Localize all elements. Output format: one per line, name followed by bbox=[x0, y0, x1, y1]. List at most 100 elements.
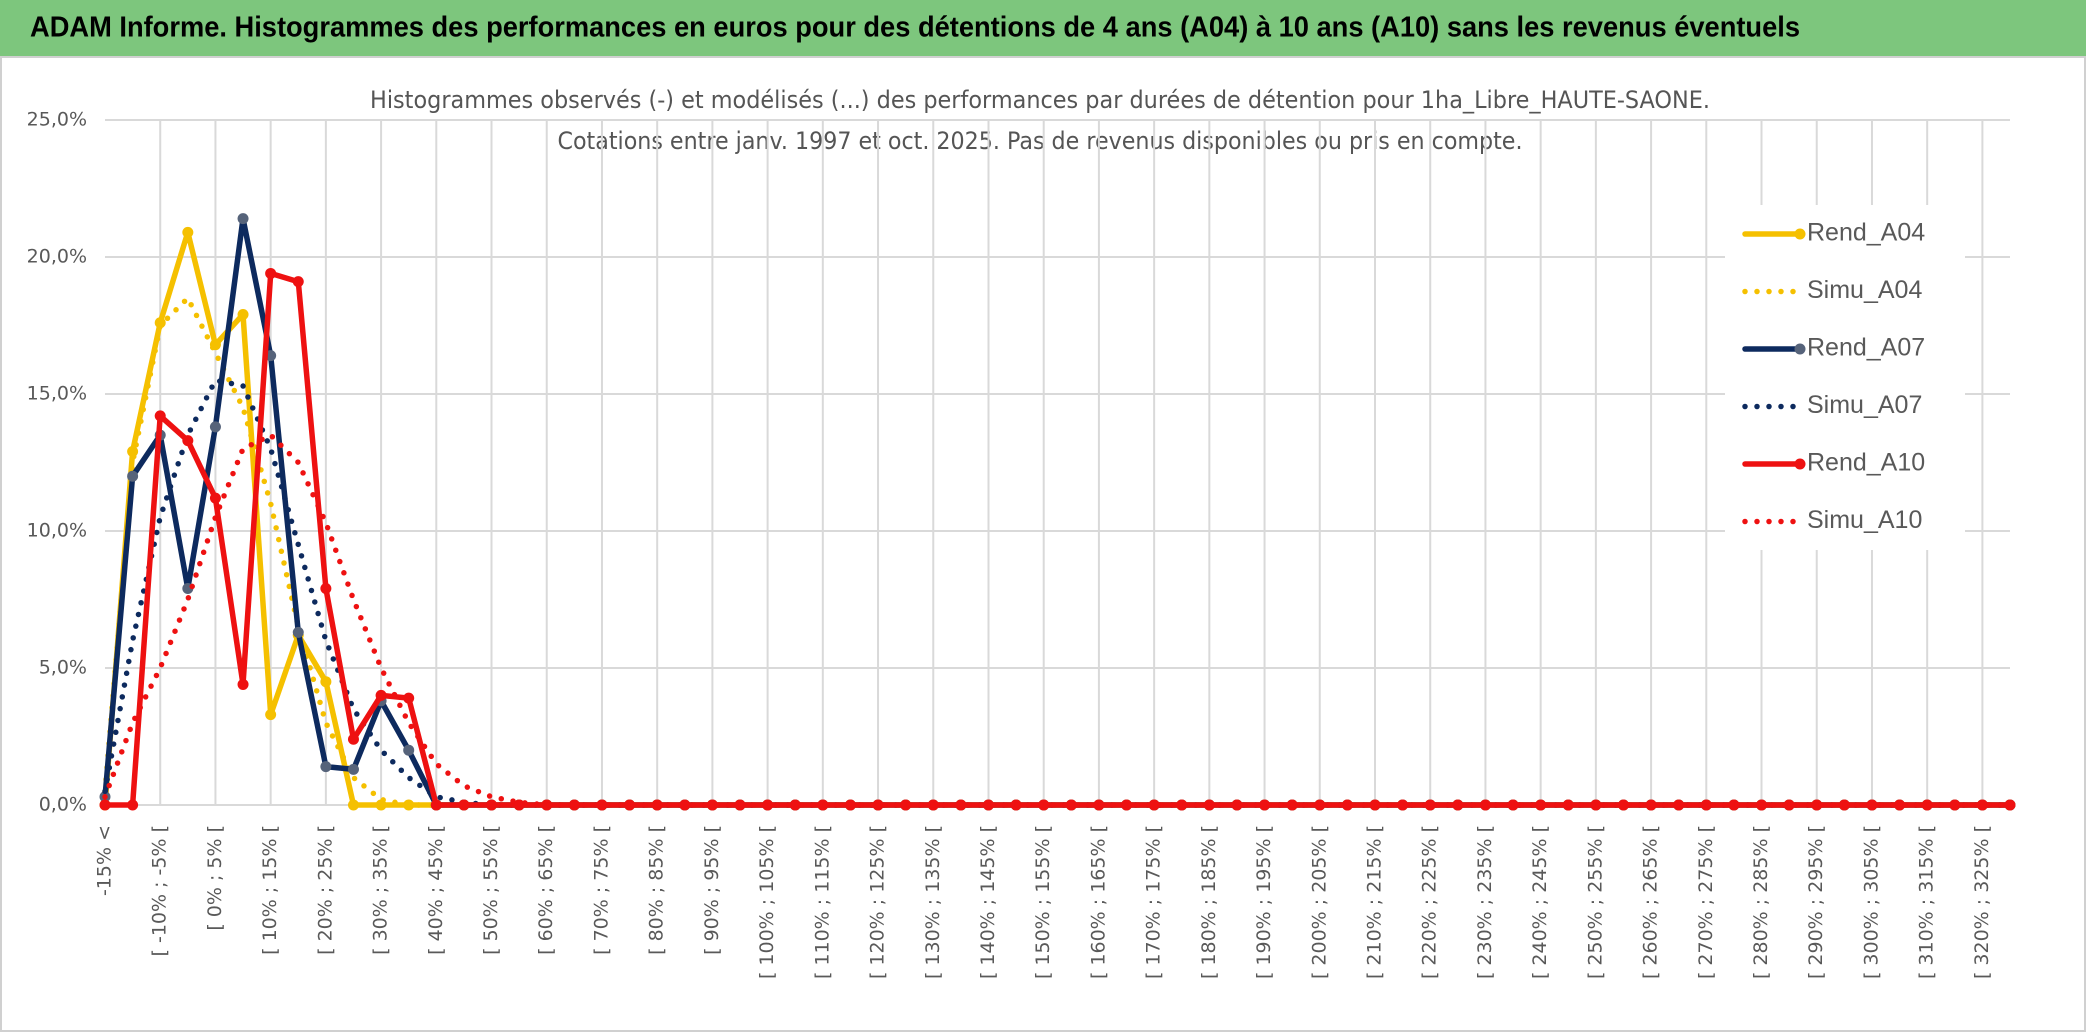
x-tick-label: [ 70% ; 75% [ bbox=[590, 825, 612, 955]
point bbox=[679, 799, 691, 811]
x-tick-label: [ 40% ; 45% [ bbox=[425, 825, 447, 955]
point bbox=[292, 276, 304, 288]
point bbox=[1976, 799, 1988, 811]
x-tick-label: [ 30% ; 35% [ bbox=[370, 825, 392, 955]
legend-marker bbox=[1794, 343, 1806, 355]
header-title: ADAM Informe. Histogrammes des performan… bbox=[30, 12, 1800, 44]
point bbox=[1700, 799, 1712, 811]
x-tick-label: -15% < bbox=[94, 825, 116, 896]
point bbox=[403, 692, 415, 704]
x-tick-label: [ 230% ; 235% [ bbox=[1474, 825, 1496, 979]
point bbox=[789, 799, 801, 811]
chart-subtitle: Cotations entre janv. 1997 et oct. 2025.… bbox=[558, 127, 1523, 155]
x-tick-label: [ 120% ; 125% [ bbox=[867, 825, 889, 979]
x-tick-label: [ 140% ; 145% [ bbox=[977, 825, 999, 979]
point bbox=[1148, 799, 1160, 811]
x-tick-label: [ 170% ; 175% [ bbox=[1143, 825, 1165, 979]
legend-label: Simu_A07 bbox=[1807, 391, 1922, 419]
point bbox=[955, 799, 967, 811]
point bbox=[458, 799, 470, 811]
point bbox=[706, 799, 718, 811]
point bbox=[1176, 799, 1188, 811]
point bbox=[596, 799, 608, 811]
y-tick-label: 0,0% bbox=[39, 794, 87, 816]
point bbox=[237, 213, 249, 225]
point bbox=[127, 799, 139, 811]
point bbox=[1783, 799, 1795, 811]
point bbox=[1617, 799, 1629, 811]
point bbox=[154, 410, 166, 422]
chart-frame bbox=[0, 56, 2086, 1032]
point bbox=[1894, 799, 1906, 811]
x-tick-label: [ 130% ; 135% [ bbox=[922, 825, 944, 979]
plot bbox=[99, 213, 2016, 811]
point bbox=[1259, 799, 1271, 811]
x-tick-label: [ 180% ; 185% [ bbox=[1198, 825, 1220, 979]
chart-title: Histogrammes observés (-) et modélisés (… bbox=[370, 86, 1710, 114]
point bbox=[900, 799, 912, 811]
y-tick-label: 25,0% bbox=[27, 109, 87, 131]
point bbox=[265, 267, 277, 279]
x-tick-label: [ 100% ; 105% [ bbox=[756, 825, 778, 979]
point bbox=[762, 799, 774, 811]
point bbox=[209, 421, 221, 433]
point bbox=[1452, 799, 1464, 811]
point bbox=[265, 709, 277, 721]
x-tick-label: [ 200% ; 205% [ bbox=[1308, 825, 1330, 979]
point bbox=[347, 763, 359, 775]
point bbox=[154, 317, 166, 329]
point bbox=[320, 676, 332, 688]
x-tick-label: [ 160% ; 165% [ bbox=[1087, 825, 1109, 979]
point bbox=[127, 446, 139, 458]
legend-marker bbox=[1794, 458, 1806, 470]
x-tick-label: [ 290% ; 295% [ bbox=[1805, 825, 1827, 979]
point bbox=[872, 799, 884, 811]
point bbox=[1728, 799, 1740, 811]
point bbox=[1314, 799, 1326, 811]
x-tick-label: [ 0% ; 5% [ bbox=[204, 825, 226, 931]
x-tick-label: [ 300% ; 305% [ bbox=[1860, 825, 1882, 979]
x-tick-label: [ 280% ; 285% [ bbox=[1750, 825, 1772, 979]
legend-label: Simu_A10 bbox=[1807, 506, 1922, 534]
point bbox=[513, 799, 525, 811]
legend-label: Rend_A10 bbox=[1807, 449, 1925, 477]
point bbox=[2004, 799, 2016, 811]
point bbox=[1507, 799, 1519, 811]
header-bar bbox=[0, 0, 2086, 56]
x-tick-label: [ 150% ; 155% [ bbox=[1032, 825, 1054, 979]
x-tick-label: [ 110% ; 115% [ bbox=[811, 825, 833, 979]
y-tick-label: 15,0% bbox=[27, 383, 87, 405]
x-tick-label: [ 320% ; 325% [ bbox=[1971, 825, 1993, 979]
point bbox=[182, 226, 194, 238]
point bbox=[347, 799, 359, 811]
y-tick-label: 10,0% bbox=[27, 520, 87, 542]
point bbox=[292, 626, 304, 638]
point bbox=[1811, 799, 1823, 811]
point bbox=[1231, 799, 1243, 811]
point bbox=[1424, 799, 1436, 811]
point bbox=[320, 761, 332, 773]
point bbox=[1590, 799, 1602, 811]
legend: Rend_A04 Simu_A04 Rend_A07 Simu_A07 Rend_A10… bbox=[1725, 205, 1965, 550]
point bbox=[375, 689, 387, 701]
point bbox=[1866, 799, 1878, 811]
x-tick-label: [ 260% ; 265% [ bbox=[1640, 825, 1662, 979]
point bbox=[486, 799, 498, 811]
legend-label: Rend_A07 bbox=[1807, 334, 1925, 362]
x-tick-label: [ 90% ; 95% [ bbox=[701, 825, 723, 955]
legend-marker bbox=[1794, 228, 1806, 240]
x-tick-label: [ 270% ; 275% [ bbox=[1695, 825, 1717, 979]
x-tick-label: [ 250% ; 255% [ bbox=[1584, 825, 1606, 979]
x-tick-label: [ -10% ; -5% [ bbox=[149, 825, 171, 956]
point bbox=[1535, 799, 1547, 811]
grid: 0,0% 5,0% 10,0% 15,0% 20,0% 25,0% -15% < [ -10%… bbox=[27, 109, 2010, 979]
legend-label: Rend_A04 bbox=[1807, 219, 1925, 247]
point bbox=[127, 470, 139, 482]
point bbox=[320, 583, 332, 595]
x-tick-label: [ 240% ; 245% [ bbox=[1529, 825, 1551, 979]
point bbox=[237, 309, 249, 321]
y-tick-label: 5,0% bbox=[39, 657, 87, 679]
x-tick-label: [ 60% ; 65% [ bbox=[535, 825, 557, 955]
point bbox=[1038, 799, 1050, 811]
